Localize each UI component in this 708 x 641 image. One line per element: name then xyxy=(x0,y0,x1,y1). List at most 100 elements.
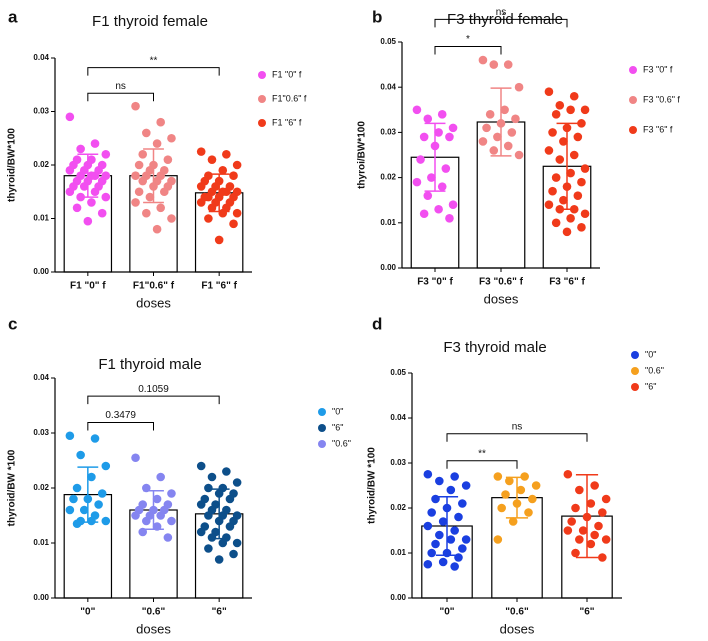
data-point xyxy=(434,128,443,137)
data-point xyxy=(482,123,491,133)
data-point xyxy=(524,508,533,517)
data-point xyxy=(580,105,590,115)
data-point xyxy=(232,478,242,487)
data-point xyxy=(97,489,107,498)
data-point xyxy=(152,224,162,234)
data-point xyxy=(427,173,436,182)
data-point xyxy=(131,511,140,520)
x-tick-label: "0" xyxy=(80,607,95,618)
y-tick-label: 0.02 xyxy=(33,160,49,169)
data-point xyxy=(516,485,526,495)
significance-bracket xyxy=(87,92,154,102)
data-point xyxy=(94,500,103,509)
panel-letter: c xyxy=(8,314,17,333)
data-point xyxy=(83,216,93,226)
data-point xyxy=(548,128,557,137)
data-point xyxy=(501,490,510,499)
y-tick-label: 0.04 xyxy=(33,373,49,382)
data-point xyxy=(446,535,456,544)
data-point xyxy=(131,453,140,463)
data-point xyxy=(503,60,513,69)
y-tick-label: 0.03 xyxy=(33,107,49,116)
data-point xyxy=(232,160,242,170)
data-point xyxy=(167,489,176,498)
data-point xyxy=(423,114,433,124)
x-tick-label: "0" xyxy=(439,607,454,618)
data-point xyxy=(520,472,529,481)
legend-label: F1 "0" f xyxy=(272,69,302,79)
legend-label: F1 "6" f xyxy=(272,117,302,127)
data-point xyxy=(461,481,471,490)
data-point xyxy=(65,112,75,122)
y-tick-label: 0.04 xyxy=(390,413,406,422)
x-tick-label: F1 "6" f xyxy=(201,281,237,292)
data-point xyxy=(567,517,576,526)
legend-marker xyxy=(318,424,326,432)
data-point xyxy=(493,535,503,544)
data-point xyxy=(207,472,217,482)
significance-bracket xyxy=(87,395,220,405)
data-point xyxy=(446,485,456,495)
legend-label: "0.6" xyxy=(332,438,351,448)
data-point xyxy=(72,519,82,529)
data-point xyxy=(559,137,568,146)
data-point xyxy=(566,105,575,115)
data-point xyxy=(159,187,169,197)
data-point xyxy=(156,511,165,520)
legend-marker xyxy=(318,408,326,416)
data-point xyxy=(598,508,607,517)
data-point xyxy=(156,203,165,213)
y-tick-label: 0.01 xyxy=(33,214,49,223)
data-point xyxy=(485,110,495,119)
data-point xyxy=(232,538,242,548)
data-point xyxy=(423,559,433,569)
data-point xyxy=(419,132,429,142)
significance-bracket xyxy=(87,67,220,76)
data-point xyxy=(87,516,96,526)
data-point xyxy=(423,469,433,479)
data-point xyxy=(90,187,100,197)
significance-label: * xyxy=(466,34,470,45)
data-point xyxy=(79,182,89,191)
data-point xyxy=(163,533,173,542)
legend-label: F3 "6" f xyxy=(643,124,673,134)
data-point xyxy=(571,548,580,558)
data-point xyxy=(142,208,151,218)
y-tick-label: 0.04 xyxy=(380,82,396,91)
y-tick-label: 0.01 xyxy=(390,548,406,557)
significance-bracket xyxy=(446,433,588,442)
chart-title: F1 thyroid male xyxy=(98,356,201,373)
data-point xyxy=(232,208,242,218)
data-point xyxy=(528,494,537,504)
panel-letter: a xyxy=(8,7,18,26)
legend-marker xyxy=(629,66,637,74)
data-point xyxy=(478,55,488,65)
data-point xyxy=(229,549,238,559)
x-tick-label: "0.6" xyxy=(142,607,166,618)
y-tick-label: 0.00 xyxy=(390,593,406,602)
data-point xyxy=(207,203,217,213)
legend-marker xyxy=(631,367,639,375)
data-point xyxy=(478,137,488,146)
data-point xyxy=(450,472,459,481)
data-point xyxy=(441,164,451,173)
data-point xyxy=(163,155,173,164)
data-point xyxy=(544,146,554,155)
x-tick-label: F1 "0" f xyxy=(70,281,106,292)
data-point xyxy=(458,499,467,508)
data-point xyxy=(423,521,433,531)
data-point xyxy=(196,527,206,537)
legend-label: F3 "0.6" f xyxy=(643,94,680,104)
data-point xyxy=(204,483,213,493)
data-point xyxy=(416,155,425,164)
data-point xyxy=(563,469,573,479)
data-point xyxy=(531,481,541,490)
data-point xyxy=(97,208,107,218)
data-point xyxy=(427,508,436,517)
data-point xyxy=(493,132,502,142)
data-point xyxy=(450,526,459,535)
data-point xyxy=(575,535,584,544)
y-tick-label: 0.02 xyxy=(390,503,406,512)
data-point xyxy=(590,530,599,540)
